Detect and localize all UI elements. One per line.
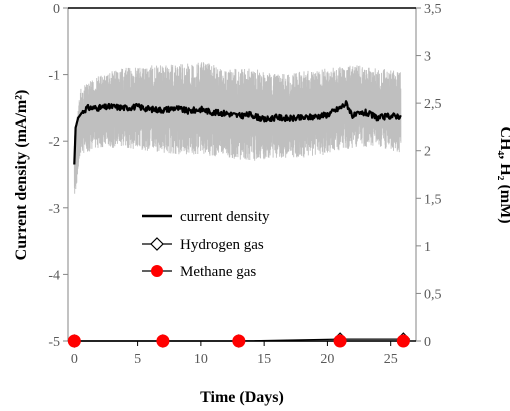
y-left-tick-label: -2	[48, 135, 60, 150]
y-left-tick-label: -3	[48, 202, 60, 217]
methane-gas-point	[156, 334, 170, 348]
x-tick-label: 25	[384, 352, 398, 367]
marker-layer	[67, 332, 411, 348]
tick-layer: 0 -1 -2 -3 -4 -5 3,5 3 2,5 2 1,5 1 0,5 0 0 5 10 15 20 25	[48, 2, 441, 367]
legend-label-current-density: current density	[180, 209, 270, 225]
legend: current density Hydrogen gas Methane gas	[142, 209, 270, 280]
methane-gas-point	[67, 334, 81, 348]
y-right-tick-label: 3,5	[424, 2, 442, 17]
y-right-axis-title: CH₄, H₂ (mM)	[497, 126, 510, 223]
x-tick-label: 20	[320, 352, 334, 367]
x-tick-label: 10	[194, 352, 208, 367]
x-tick-label: 0	[71, 352, 78, 367]
x-tick-label: 5	[134, 352, 141, 367]
x-axis-title: Time (Days)	[200, 389, 284, 406]
legend-circle-icon	[151, 265, 163, 277]
y-right-tick-label: 3	[424, 50, 431, 65]
legend-label-hydrogen-gas: Hydrogen gas	[180, 237, 264, 253]
y-left-axis-title: Current density (mA/m²)	[13, 90, 30, 261]
y-left-tick-label: 0	[53, 2, 60, 17]
y-left-tick-label: -4	[48, 268, 60, 283]
y-right-tick-label: 2	[424, 145, 431, 160]
methane-gas-point	[232, 334, 246, 348]
x-tick-label: 15	[257, 352, 271, 367]
y-right-tick-label: 2,5	[424, 97, 442, 112]
y-right-tick-label: 1,5	[424, 192, 442, 207]
methane-gas-point	[333, 334, 347, 348]
axis-layer	[67, 7, 417, 342]
y-left-tick-label: -1	[48, 69, 60, 84]
y-left-tick-label: -5	[48, 335, 60, 350]
y-right-tick-label: 0	[424, 335, 431, 350]
series-current-density	[73, 100, 402, 165]
legend-label-methane-gas: Methane gas	[180, 264, 256, 280]
noise-band-layer	[73, 62, 402, 194]
y-right-tick-label: 0,5	[424, 287, 442, 302]
noise-band	[73, 62, 402, 194]
legend-diamond-icon	[150, 237, 164, 251]
methane-gas-point	[396, 334, 410, 348]
y-right-tick-label: 1	[424, 240, 431, 255]
